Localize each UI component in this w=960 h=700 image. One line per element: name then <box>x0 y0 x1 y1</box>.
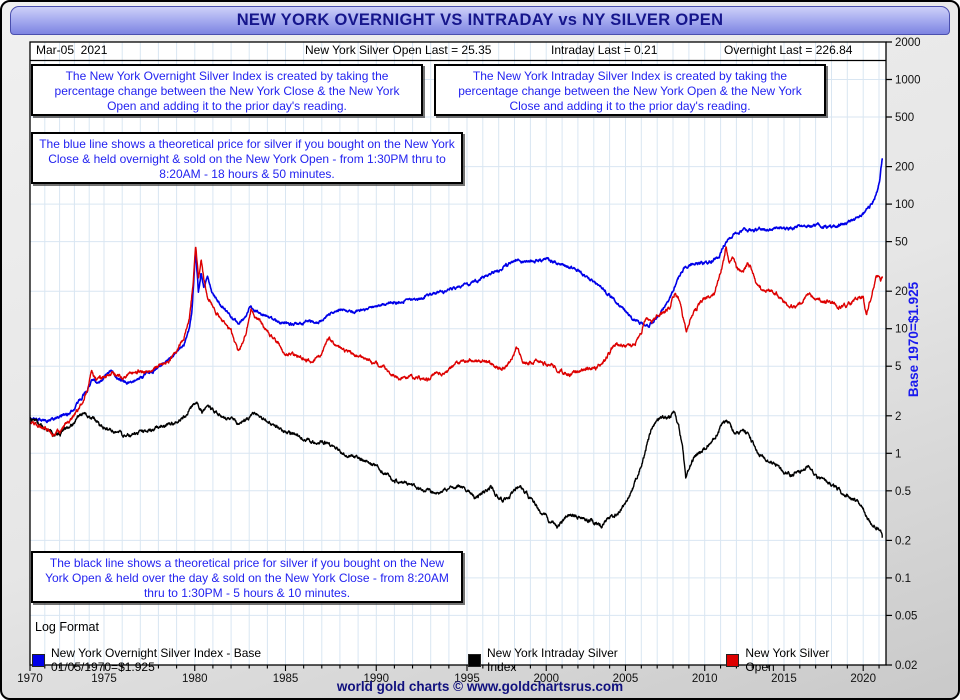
intraday-swatch-icon <box>468 653 482 667</box>
x-tick-label: 1995 <box>454 673 480 685</box>
status-date: Mar-05 2021 <box>36 43 108 57</box>
silver-open-swatch-icon <box>726 653 740 667</box>
log-format-label: Log Format <box>35 620 99 634</box>
series-line-silver-open <box>29 246 883 438</box>
x-tick-label: 2005 <box>613 673 639 685</box>
page-title: NEW YORK OVERNIGHT VS INTRADAY vs NY SIL… <box>236 11 724 29</box>
title-bar: NEW YORK OVERNIGHT VS INTRADAY vs NY SIL… <box>10 6 950 35</box>
x-tick-label: 1975 <box>91 673 117 685</box>
legend-item-overnight: New York Overnight Silver Index - Base 0… <box>32 646 368 674</box>
x-tick-label: 1970 <box>17 673 43 685</box>
x-tick-label: 2020 <box>850 673 876 685</box>
y-tick-label: 200 <box>895 162 914 174</box>
x-tick-label: 1980 <box>182 673 208 685</box>
legend-label-intraday: New York Intraday Silver Index <box>487 646 618 674</box>
y-tick-label: 1 <box>895 448 901 460</box>
black-line-note: The black line shows a theoretical price… <box>31 551 463 603</box>
overnight-swatch-icon <box>32 653 45 667</box>
x-tick-label: 2015 <box>771 673 797 685</box>
status-silver-open-last: New York Silver Open Last = 25.35 <box>305 43 492 57</box>
blue-line-note: The blue line shows a theoretical price … <box>31 132 463 184</box>
y-tick-label: 5 <box>895 361 901 373</box>
y-tick-label: 0.1 <box>895 573 911 585</box>
x-tick-label: 1990 <box>363 673 389 685</box>
legend-item-intraday: New York Intraday Silver Index <box>468 646 650 674</box>
y-tick-label: 100 <box>895 199 914 211</box>
y-tick-label: 1000 <box>895 75 921 87</box>
y-tick-label: 0.2 <box>895 535 911 547</box>
y-tick-label: 0.05 <box>895 610 917 622</box>
legend-label-silver-open: New York Silver Open <box>745 646 830 674</box>
y-tick-label: 50 <box>895 237 908 249</box>
x-tick-label: 2010 <box>692 673 718 685</box>
y-tick-label: 2 <box>895 411 901 423</box>
y-tick-label: 0.02 <box>895 660 917 672</box>
legend-item-silver-open: New York Silver Open <box>726 646 862 674</box>
y-tick-label: 20 <box>895 286 908 298</box>
series-line-intraday <box>29 401 883 538</box>
chart-legend: New York Overnight Silver Index - Base 0… <box>32 646 862 674</box>
y-tick-label: 0.5 <box>895 486 911 498</box>
series-line-overnight <box>29 158 883 424</box>
y-tick-label: 500 <box>895 112 914 124</box>
footer-credit: world gold charts © www.goldchartsrus.co… <box>336 679 624 694</box>
x-tick-label: 2000 <box>533 673 559 685</box>
plot-border <box>29 41 887 666</box>
legend-label-overnight: New York Overnight Silver Index - Base 0… <box>51 646 262 674</box>
y-tick-label: 10 <box>895 324 908 336</box>
intraday-index-note: The New York Intraday Silver Index is cr… <box>434 64 826 116</box>
y-tick-label: 2000 <box>895 37 921 49</box>
overnight-index-note: The New York Overnight Silver Index is c… <box>31 64 423 116</box>
x-tick-label: 1985 <box>273 673 299 685</box>
status-overnight-last: Overnight Last = 226.84 <box>724 43 853 57</box>
status-intraday-last: Intraday Last = 0.21 <box>551 43 658 57</box>
